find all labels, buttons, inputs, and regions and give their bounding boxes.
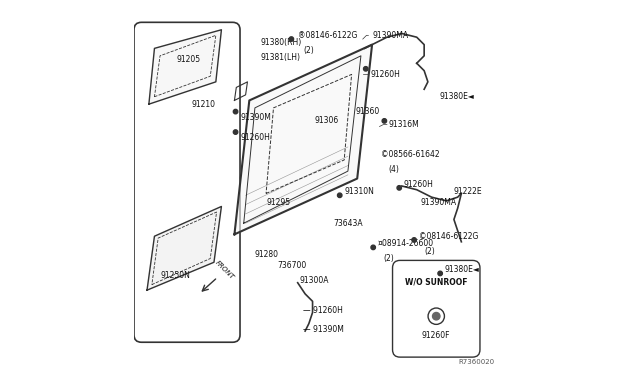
Text: 91300A: 91300A <box>300 276 329 285</box>
Circle shape <box>438 271 442 276</box>
Text: (2): (2) <box>303 46 314 55</box>
Text: 91205: 91205 <box>177 55 201 64</box>
Text: 91310N: 91310N <box>344 187 374 196</box>
Text: 91210: 91210 <box>191 100 216 109</box>
Text: (4): (4) <box>389 165 400 174</box>
Circle shape <box>382 119 387 123</box>
Text: 91222E: 91222E <box>454 187 483 196</box>
Text: ¤08914-26600: ¤08914-26600 <box>378 239 434 248</box>
Text: 91250N: 91250N <box>160 271 190 280</box>
Circle shape <box>397 186 401 190</box>
Text: 91295: 91295 <box>266 198 290 207</box>
Text: 91260H: 91260H <box>370 70 400 79</box>
Circle shape <box>364 67 368 71</box>
Circle shape <box>433 312 440 320</box>
Text: W/O SUNROOF: W/O SUNROOF <box>405 277 467 286</box>
Circle shape <box>412 238 417 242</box>
Text: 91380E◄: 91380E◄ <box>439 92 474 101</box>
Circle shape <box>289 37 294 41</box>
Text: 91280: 91280 <box>255 250 279 259</box>
Text: 91381(LH): 91381(LH) <box>260 53 301 62</box>
Text: FRONT: FRONT <box>214 260 235 281</box>
Polygon shape <box>149 30 221 104</box>
Text: 736700: 736700 <box>277 262 307 270</box>
Circle shape <box>337 193 342 198</box>
Text: 91316M: 91316M <box>389 120 420 129</box>
Text: 91380E◄: 91380E◄ <box>445 265 479 274</box>
Text: (2): (2) <box>424 247 435 256</box>
Text: 91360: 91360 <box>355 107 380 116</box>
Text: ©08566-61642: ©08566-61642 <box>381 150 440 159</box>
Text: ©08146-6122G: ©08146-6122G <box>419 232 478 241</box>
Text: 91380(RH): 91380(RH) <box>260 38 301 47</box>
Text: (2): (2) <box>383 254 394 263</box>
Circle shape <box>234 130 238 134</box>
Text: 91260H: 91260H <box>240 133 270 142</box>
Polygon shape <box>147 206 221 290</box>
Text: 91390M: 91390M <box>240 113 271 122</box>
Text: — 91390M: — 91390M <box>303 325 344 334</box>
Polygon shape <box>234 45 372 234</box>
Text: 91260F: 91260F <box>422 331 451 340</box>
Circle shape <box>234 109 238 114</box>
Text: 73643A: 73643A <box>333 219 363 228</box>
Text: ®08146-6122G: ®08146-6122G <box>298 31 357 40</box>
Circle shape <box>371 245 376 250</box>
Text: 91390MA: 91390MA <box>372 31 408 40</box>
Text: 91306: 91306 <box>314 116 339 125</box>
Text: 91260H: 91260H <box>404 180 433 189</box>
Text: R7360020: R7360020 <box>459 359 495 365</box>
Text: — 91260H: — 91260H <box>303 306 343 315</box>
Text: 91390MA: 91390MA <box>420 198 456 207</box>
